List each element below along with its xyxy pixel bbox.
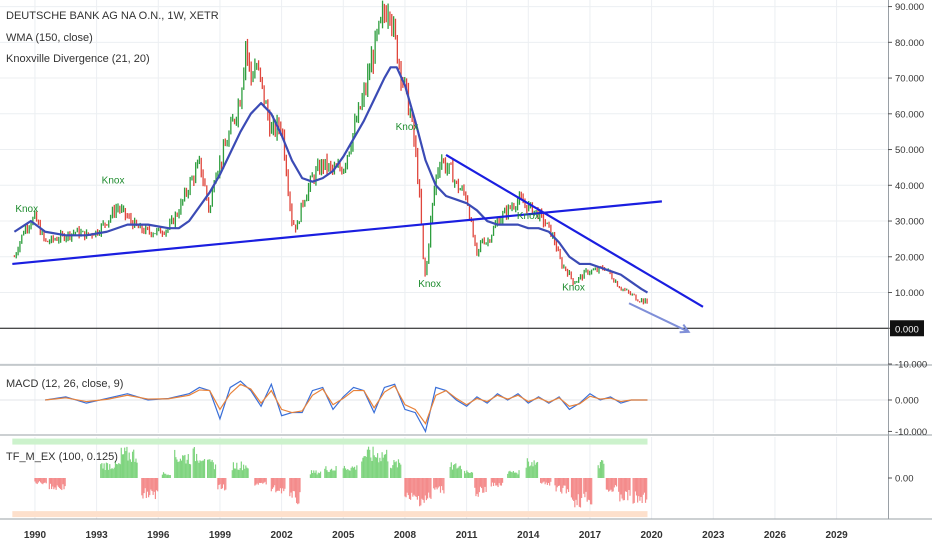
y-tick-label-10: -10.000	[895, 360, 927, 371]
knox-label-1: Knox	[102, 176, 125, 187]
legend-knoxville[interactable]: Knoxville Divergence (21, 20)	[6, 53, 150, 65]
price-bars	[13, 0, 648, 305]
current-value-badge	[890, 320, 924, 337]
macd-series-macd	[45, 380, 648, 434]
current-value-label: 0.000	[895, 324, 919, 335]
macd-series-signal	[45, 383, 648, 425]
x-tick-label-3: 1999	[209, 530, 232, 541]
knox-label-2: Knox	[396, 122, 419, 133]
trendline-resistance	[445, 153, 704, 308]
y-tick-label-7: 20.000	[895, 252, 924, 263]
x-tick-label-5: 2005	[332, 530, 355, 541]
x-tick-label-7: 2011	[456, 530, 478, 541]
knox-label-5: Knox	[562, 283, 585, 294]
macd-tick-label-0: 0.000	[895, 396, 919, 407]
x-tick-label-8: 2014	[517, 530, 540, 541]
tf-band-top	[12, 438, 648, 445]
x-tick-label-2: 1996	[147, 530, 170, 541]
x-tick-label-12: 2026	[764, 530, 787, 541]
x-tick-label-13: 2029	[825, 530, 848, 541]
y-tick-label-4: 50.000	[895, 145, 924, 156]
x-tick-label-0: 1990	[24, 530, 47, 541]
legend-tf-m-ex[interactable]: TF_M_EX (100, 0.125)	[6, 451, 118, 463]
y-tick-label-3: 60.000	[895, 109, 924, 120]
x-tick-label-10: 2020	[640, 530, 663, 541]
wma-line	[13, 66, 649, 294]
tf-tick-label-0: 0.00	[895, 474, 914, 485]
tf-band-bottom	[12, 511, 648, 518]
tf-bars	[34, 446, 648, 508]
knox-label-0: Knox	[15, 204, 38, 215]
x-tick-label-1: 1993	[85, 530, 108, 541]
y-tick-label-6: 30.000	[895, 217, 924, 228]
knox-label-4: Knox	[517, 211, 540, 222]
y-tick-label-5: 40.000	[895, 181, 924, 192]
projection-arrow-head	[679, 323, 691, 334]
legend-macd[interactable]: MACD (12, 26, close, 9)	[6, 378, 124, 390]
x-tick-label-9: 2017	[579, 530, 602, 541]
y-tick-label-1: 80.000	[895, 38, 924, 49]
y-tick-label-2: 70.000	[895, 74, 924, 85]
projection-arrow	[628, 302, 690, 333]
x-tick-label-4: 2002	[270, 530, 293, 541]
x-tick-label-11: 2023	[702, 530, 725, 541]
trendline-support	[12, 200, 662, 266]
y-tick-label-0: 90.000	[895, 2, 924, 13]
knox-label-3: Knox	[418, 279, 441, 290]
macd-tick-label-1: -10.000	[895, 427, 927, 438]
symbol-title: DEUTSCHE BANK AG NA O.N., 1W, XETR	[6, 10, 219, 22]
x-tick-label-6: 2008	[394, 530, 417, 541]
legend-wma[interactable]: WMA (150, close)	[6, 32, 93, 44]
y-tick-label-8: 10.000	[895, 288, 924, 299]
